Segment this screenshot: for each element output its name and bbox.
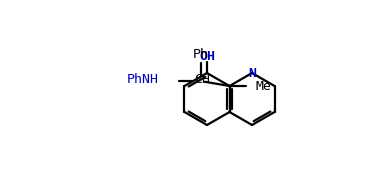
Text: CH: CH: [194, 73, 210, 86]
Text: Ph: Ph: [193, 48, 209, 61]
Text: Me: Me: [256, 79, 272, 93]
Text: PhNH: PhNH: [126, 73, 159, 86]
Text: N: N: [248, 67, 256, 79]
Text: OH: OH: [199, 50, 215, 62]
